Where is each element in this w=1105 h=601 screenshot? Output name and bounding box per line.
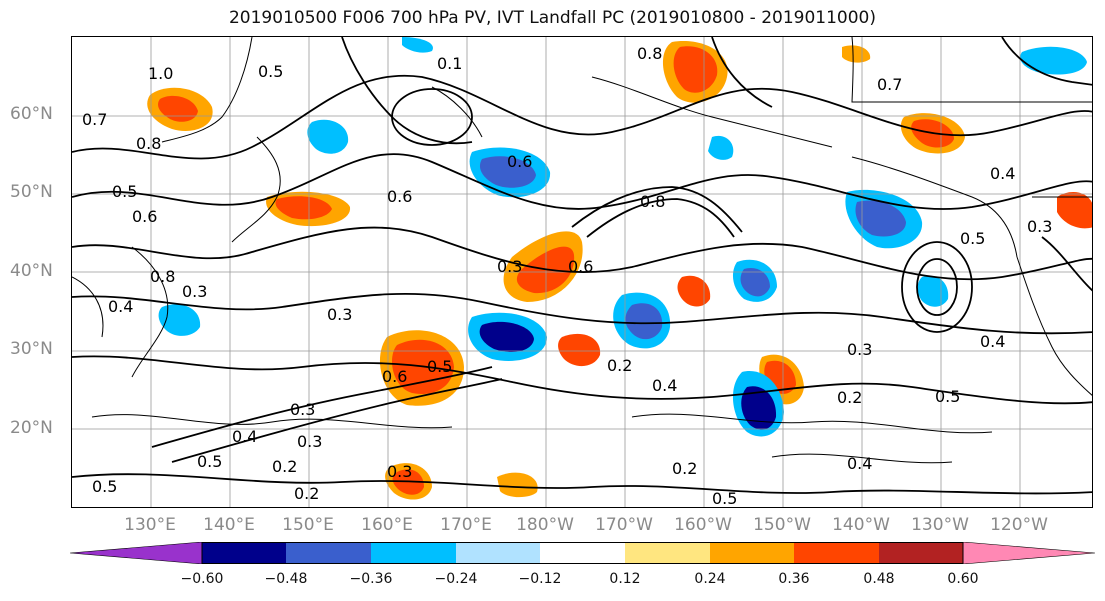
lon-label: 170°E [440,515,492,535]
contour-label: 0.5 [258,62,283,81]
contour-label: 0.5 [112,182,137,201]
contour-label: 0.2 [607,356,632,375]
pv-contours [72,37,1092,495]
contour-label: 0.4 [232,427,257,446]
colorbar-segment [286,542,371,564]
lat-label-50n: 50°N [10,182,53,202]
contour-label: 0.4 [652,376,677,395]
map-svg: 1.0 0.5 0.7 0.8 0.6 0.5 0.8 0.4 0.3 0.6 … [72,37,1092,508]
colorbar-segment [202,542,286,564]
contour-label: 0.5 [712,489,737,508]
lon-label: 180°W [516,515,574,535]
colorbar-tick-label: −0.36 [349,571,393,587]
colorbar-segment [879,542,963,564]
lon-label: 140°E [203,515,255,535]
contour-label: 1.0 [148,64,173,83]
contour-label: 0.8 [150,267,175,286]
colorbar-segment [540,542,625,564]
contour-label: 0.5 [935,387,960,406]
contour-label: 0.2 [672,459,697,478]
contour-label: 0.6 [387,187,412,206]
colorbar-segment [794,542,879,564]
contour-label: 0.1 [437,54,462,73]
contour-label: 0.5 [427,357,452,376]
colorbar-segment [962,542,1096,564]
contour-label: 0.3 [182,282,207,301]
lat-label-20n: 20°N [10,418,53,438]
contour-label: 0.3 [847,340,872,359]
lat-label-60n: 60°N [10,104,53,124]
colorbar-tick-label: 0.36 [778,571,810,587]
contour-label: 0.3 [1027,217,1052,236]
contour-label: 0.2 [837,388,862,407]
lon-label: 130°W [911,515,969,535]
map-title: 2019010500 F006 700 hPa PV, IVT Landfall… [228,8,876,28]
lon-label: 120°W [990,515,1048,535]
contour-label: 0.6 [382,367,407,386]
warm-anomaly-patches [147,41,1092,500]
colorbar [70,542,1096,564]
contour-label: 0.6 [507,152,532,171]
contour-label: 0.8 [640,192,665,211]
colorbar-segment [70,542,203,564]
lon-label: 160°E [361,515,413,535]
lat-label-40n: 40°N [10,261,53,281]
contour-label: 0.6 [132,207,157,226]
contour-label: 0.3 [387,462,412,481]
contour-label: 0.3 [497,257,522,276]
lon-label: 160°W [674,515,732,535]
map-plot-area: 1.0 0.5 0.7 0.8 0.6 0.5 0.8 0.4 0.3 0.6 … [71,36,1093,508]
colorbar-tick-label: −0.12 [518,571,562,587]
graticule [72,37,1092,507]
contour-label-group: 1.0 0.5 0.7 0.8 0.6 0.5 0.8 0.4 0.3 0.6 … [82,44,1052,508]
colorbar-tick-label: −0.48 [264,571,308,587]
colorbar-tick-label: 0.60 [947,571,979,587]
contour-label: 0.6 [568,257,593,276]
contour-label: 0.3 [327,305,352,324]
colorbar-segment [371,542,456,564]
contour-label: 0.4 [108,297,133,316]
cold-anomaly-patches [158,37,1087,437]
contour-label: 0.4 [990,164,1015,183]
colorbar-tick-label: 0.48 [863,571,895,587]
contour-label: 0.5 [960,229,985,248]
contour-label: 0.2 [272,457,297,476]
colorbar-tick-label: −0.24 [434,571,478,587]
contour-label: 0.7 [877,75,902,94]
contour-label: 0.4 [847,454,872,473]
colorbar-tick-label: 0.12 [609,571,641,587]
contour-label: 0.5 [197,452,222,471]
colorbar-tick-label: −0.60 [180,571,224,587]
colorbar-tick-label: 0.24 [694,571,726,587]
lon-label: 150°E [282,515,334,535]
contour-label: 0.2 [294,484,319,503]
contour-label: 0.4 [980,332,1005,351]
contour-label: 0.8 [136,134,161,153]
lon-label: 130°E [124,515,176,535]
colorbar-segment [456,542,540,564]
colorbar-segment [625,542,710,564]
contour-label: 0.7 [82,110,107,129]
contour-label: 0.3 [297,432,322,451]
colorbar-segment [710,542,794,564]
contour-label: 0.5 [92,477,117,496]
lat-label-30n: 30°N [10,339,53,359]
lon-label: 170°W [595,515,653,535]
contour-label: 0.3 [290,400,315,419]
lon-label: 140°W [832,515,890,535]
contour-label: 0.8 [637,44,662,63]
lon-label: 150°W [753,515,811,535]
thin-contours [91,413,993,464]
coastlines [72,37,1092,396]
